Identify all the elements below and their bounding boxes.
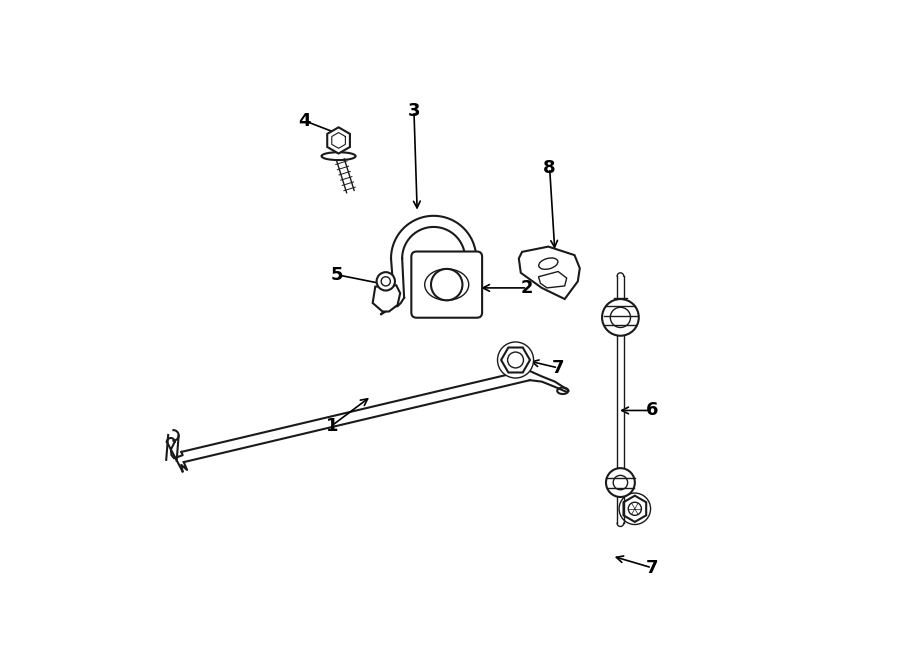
Ellipse shape <box>321 152 356 160</box>
Circle shape <box>431 269 463 300</box>
Text: 4: 4 <box>298 112 310 130</box>
Circle shape <box>606 468 634 497</box>
Polygon shape <box>518 247 580 299</box>
Text: 6: 6 <box>645 401 658 420</box>
Circle shape <box>610 307 631 327</box>
Text: 7: 7 <box>552 359 564 377</box>
Polygon shape <box>373 286 400 311</box>
Circle shape <box>498 342 534 378</box>
Ellipse shape <box>539 258 558 269</box>
Circle shape <box>628 502 642 516</box>
Circle shape <box>619 493 651 525</box>
Text: 3: 3 <box>408 102 420 120</box>
Circle shape <box>508 352 524 368</box>
Text: 2: 2 <box>521 279 534 297</box>
Polygon shape <box>501 348 530 373</box>
Polygon shape <box>624 496 646 522</box>
Text: 7: 7 <box>645 559 658 577</box>
Circle shape <box>376 272 395 291</box>
FancyBboxPatch shape <box>411 252 482 318</box>
Circle shape <box>602 299 639 336</box>
Circle shape <box>613 475 627 490</box>
Text: 8: 8 <box>544 159 556 177</box>
Text: 5: 5 <box>331 266 344 284</box>
Text: 1: 1 <box>326 416 338 434</box>
Polygon shape <box>328 128 350 153</box>
Circle shape <box>382 277 391 286</box>
Polygon shape <box>538 272 567 288</box>
